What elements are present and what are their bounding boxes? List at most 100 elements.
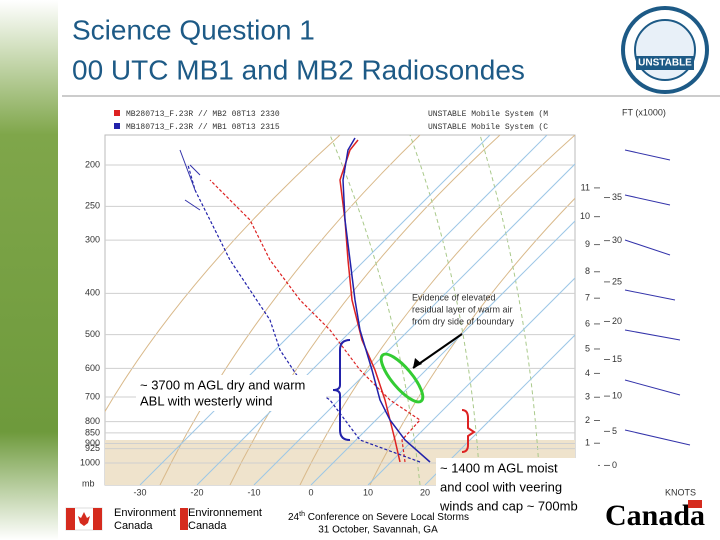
ft-tick-label: 25 bbox=[612, 276, 622, 286]
legend-id: MB180713_F.23R // MB1 08T13 2315 bbox=[126, 123, 280, 132]
ft-tick-label: 0 bbox=[612, 460, 617, 470]
conference-place: 31 October, Savannah, GA bbox=[318, 525, 438, 536]
ft-tick-label: 35 bbox=[612, 192, 622, 202]
isotherm bbox=[424, 334, 575, 485]
logo-inner bbox=[634, 19, 696, 81]
temperature-tick-label: -30 bbox=[133, 487, 146, 497]
highlight-ellipse bbox=[379, 352, 425, 404]
mb1-dewpoint bbox=[187, 164, 421, 463]
pressure-tick-label: 250 bbox=[85, 201, 100, 211]
annotation-text: Evidence of elevated bbox=[412, 292, 496, 302]
pressure-tick-label: 925 bbox=[85, 443, 100, 453]
km-tick-label: 3 bbox=[585, 392, 590, 402]
pressure-tick-label: 1000 bbox=[80, 457, 100, 467]
adiabats bbox=[105, 135, 575, 485]
isotherm bbox=[196, 135, 548, 485]
km-tick-label: 9 bbox=[585, 239, 590, 249]
moist-adiabat bbox=[329, 135, 541, 485]
ft-tick-label: 5 bbox=[612, 426, 617, 436]
agency-text: Environnement bbox=[188, 507, 262, 519]
legend-system: UNSTABLE Mobile System (C bbox=[428, 123, 548, 132]
km-tick-label: 8 bbox=[585, 266, 590, 276]
soundings bbox=[187, 137, 431, 463]
km-tick-label: 7 bbox=[585, 293, 590, 303]
annotation-text: winds and cap ~ 700mb bbox=[439, 498, 578, 513]
km-tick-label: 11 bbox=[581, 182, 590, 192]
legend-swatch bbox=[114, 123, 120, 129]
pressure-tick-label: 700 bbox=[85, 391, 100, 401]
pressure-tick-label: 800 bbox=[85, 416, 100, 426]
footer: Environment Canada Environnement Canada … bbox=[65, 499, 705, 536]
km-tick-label: 4 bbox=[585, 368, 590, 378]
temperature-tick-label: 20 bbox=[420, 487, 430, 497]
brace bbox=[461, 409, 476, 453]
temperature-tick-label: 10 bbox=[363, 487, 373, 497]
isotherm bbox=[139, 135, 491, 485]
wind-unit: KNOTS bbox=[665, 487, 696, 497]
annotation-box bbox=[136, 375, 326, 411]
conference-suffix: th bbox=[299, 511, 305, 518]
pressure-tick-label: 400 bbox=[85, 288, 100, 298]
annotation-text: and cool with veering bbox=[440, 479, 562, 494]
annotation-text: residual layer of warm air bbox=[412, 304, 513, 314]
barb-line bbox=[624, 149, 691, 446]
wordmark-flag bbox=[688, 500, 702, 508]
km-tick-label: 2 bbox=[585, 415, 590, 425]
isotherm bbox=[367, 277, 575, 485]
km-tick-label: 1 bbox=[585, 438, 590, 448]
arrow bbox=[412, 333, 463, 369]
ft-tick-label: 10 bbox=[612, 390, 622, 400]
annotation-box bbox=[436, 458, 598, 516]
annotations: Evidence of elevated residual layer of w… bbox=[136, 292, 598, 516]
legend-id: MB280713_F.23R // MB2 08T13 2330 bbox=[126, 110, 280, 119]
mb1-temperature bbox=[342, 137, 431, 463]
legend: MB280713_F.23R // MB2 08T13 2330 MB18071… bbox=[114, 110, 548, 132]
conference-ordinal: 24 bbox=[288, 512, 300, 523]
isotherm bbox=[253, 163, 575, 485]
temperature-tick-label: -20 bbox=[190, 487, 203, 497]
dry-adiabat bbox=[105, 135, 575, 485]
flag-band bbox=[66, 508, 75, 530]
temperature-tick-label: 0 bbox=[308, 487, 313, 497]
agency-text: Environment bbox=[114, 507, 176, 519]
legend-swatch bbox=[114, 110, 120, 116]
km-tick-label: 5 bbox=[585, 343, 590, 353]
logo-banner bbox=[636, 56, 694, 70]
brace bbox=[332, 339, 351, 441]
barb-line bbox=[179, 149, 201, 211]
annotation-text: from dry side of boundary bbox=[412, 316, 515, 326]
pressure-tick-label: 500 bbox=[85, 329, 100, 339]
title-line: Science Question 1 bbox=[72, 14, 315, 45]
side-bar bbox=[0, 0, 58, 540]
ft-tick-label: 30 bbox=[612, 235, 622, 245]
conference-name: Conference on Severe Local Storms bbox=[305, 512, 469, 523]
logo-text: UNSTABLE bbox=[638, 58, 692, 69]
pressure-tick-label: 850 bbox=[85, 427, 100, 437]
pressure-tick-label: 200 bbox=[85, 159, 100, 169]
flag-band bbox=[93, 508, 102, 530]
mb2-dewpoint bbox=[209, 179, 421, 463]
pressure-tick-label: 600 bbox=[85, 363, 100, 373]
pressure-tick-label: 300 bbox=[85, 234, 100, 244]
wind-barbs bbox=[179, 149, 691, 446]
pressure-unit: mb bbox=[82, 478, 95, 488]
ft-tick-label: 15 bbox=[612, 354, 622, 364]
legend-system: UNSTABLE Mobile System (M bbox=[428, 110, 548, 119]
annotation-text: ~ 3700 m AGL dry and warm bbox=[140, 377, 305, 392]
flag-band bbox=[180, 508, 188, 530]
km-tick-label: 6 bbox=[585, 318, 590, 328]
arrowhead bbox=[413, 358, 422, 368]
isotherm bbox=[310, 220, 575, 485]
temperature-tick-label: -10 bbox=[247, 487, 260, 497]
annotation-text: ~ 1400 m AGL moist bbox=[440, 460, 558, 475]
title-line: 00 UTC MB1 and MB2 Radiosondes bbox=[72, 54, 525, 85]
conference-text: 24th Conference on Severe Local Storms bbox=[288, 511, 469, 523]
maple-leaf bbox=[78, 512, 90, 526]
logo: UNSTABLE bbox=[621, 6, 709, 94]
ft-label: FT (x1000) bbox=[622, 107, 666, 117]
agency-text: Canada bbox=[188, 520, 227, 532]
pressure-tick-label: 900 bbox=[85, 438, 100, 448]
annotation-text: ABL with westerly wind bbox=[140, 393, 272, 408]
skew-t-diagram: MB280713_F.23R // MB2 08T13 2330 MB18071… bbox=[80, 105, 710, 500]
